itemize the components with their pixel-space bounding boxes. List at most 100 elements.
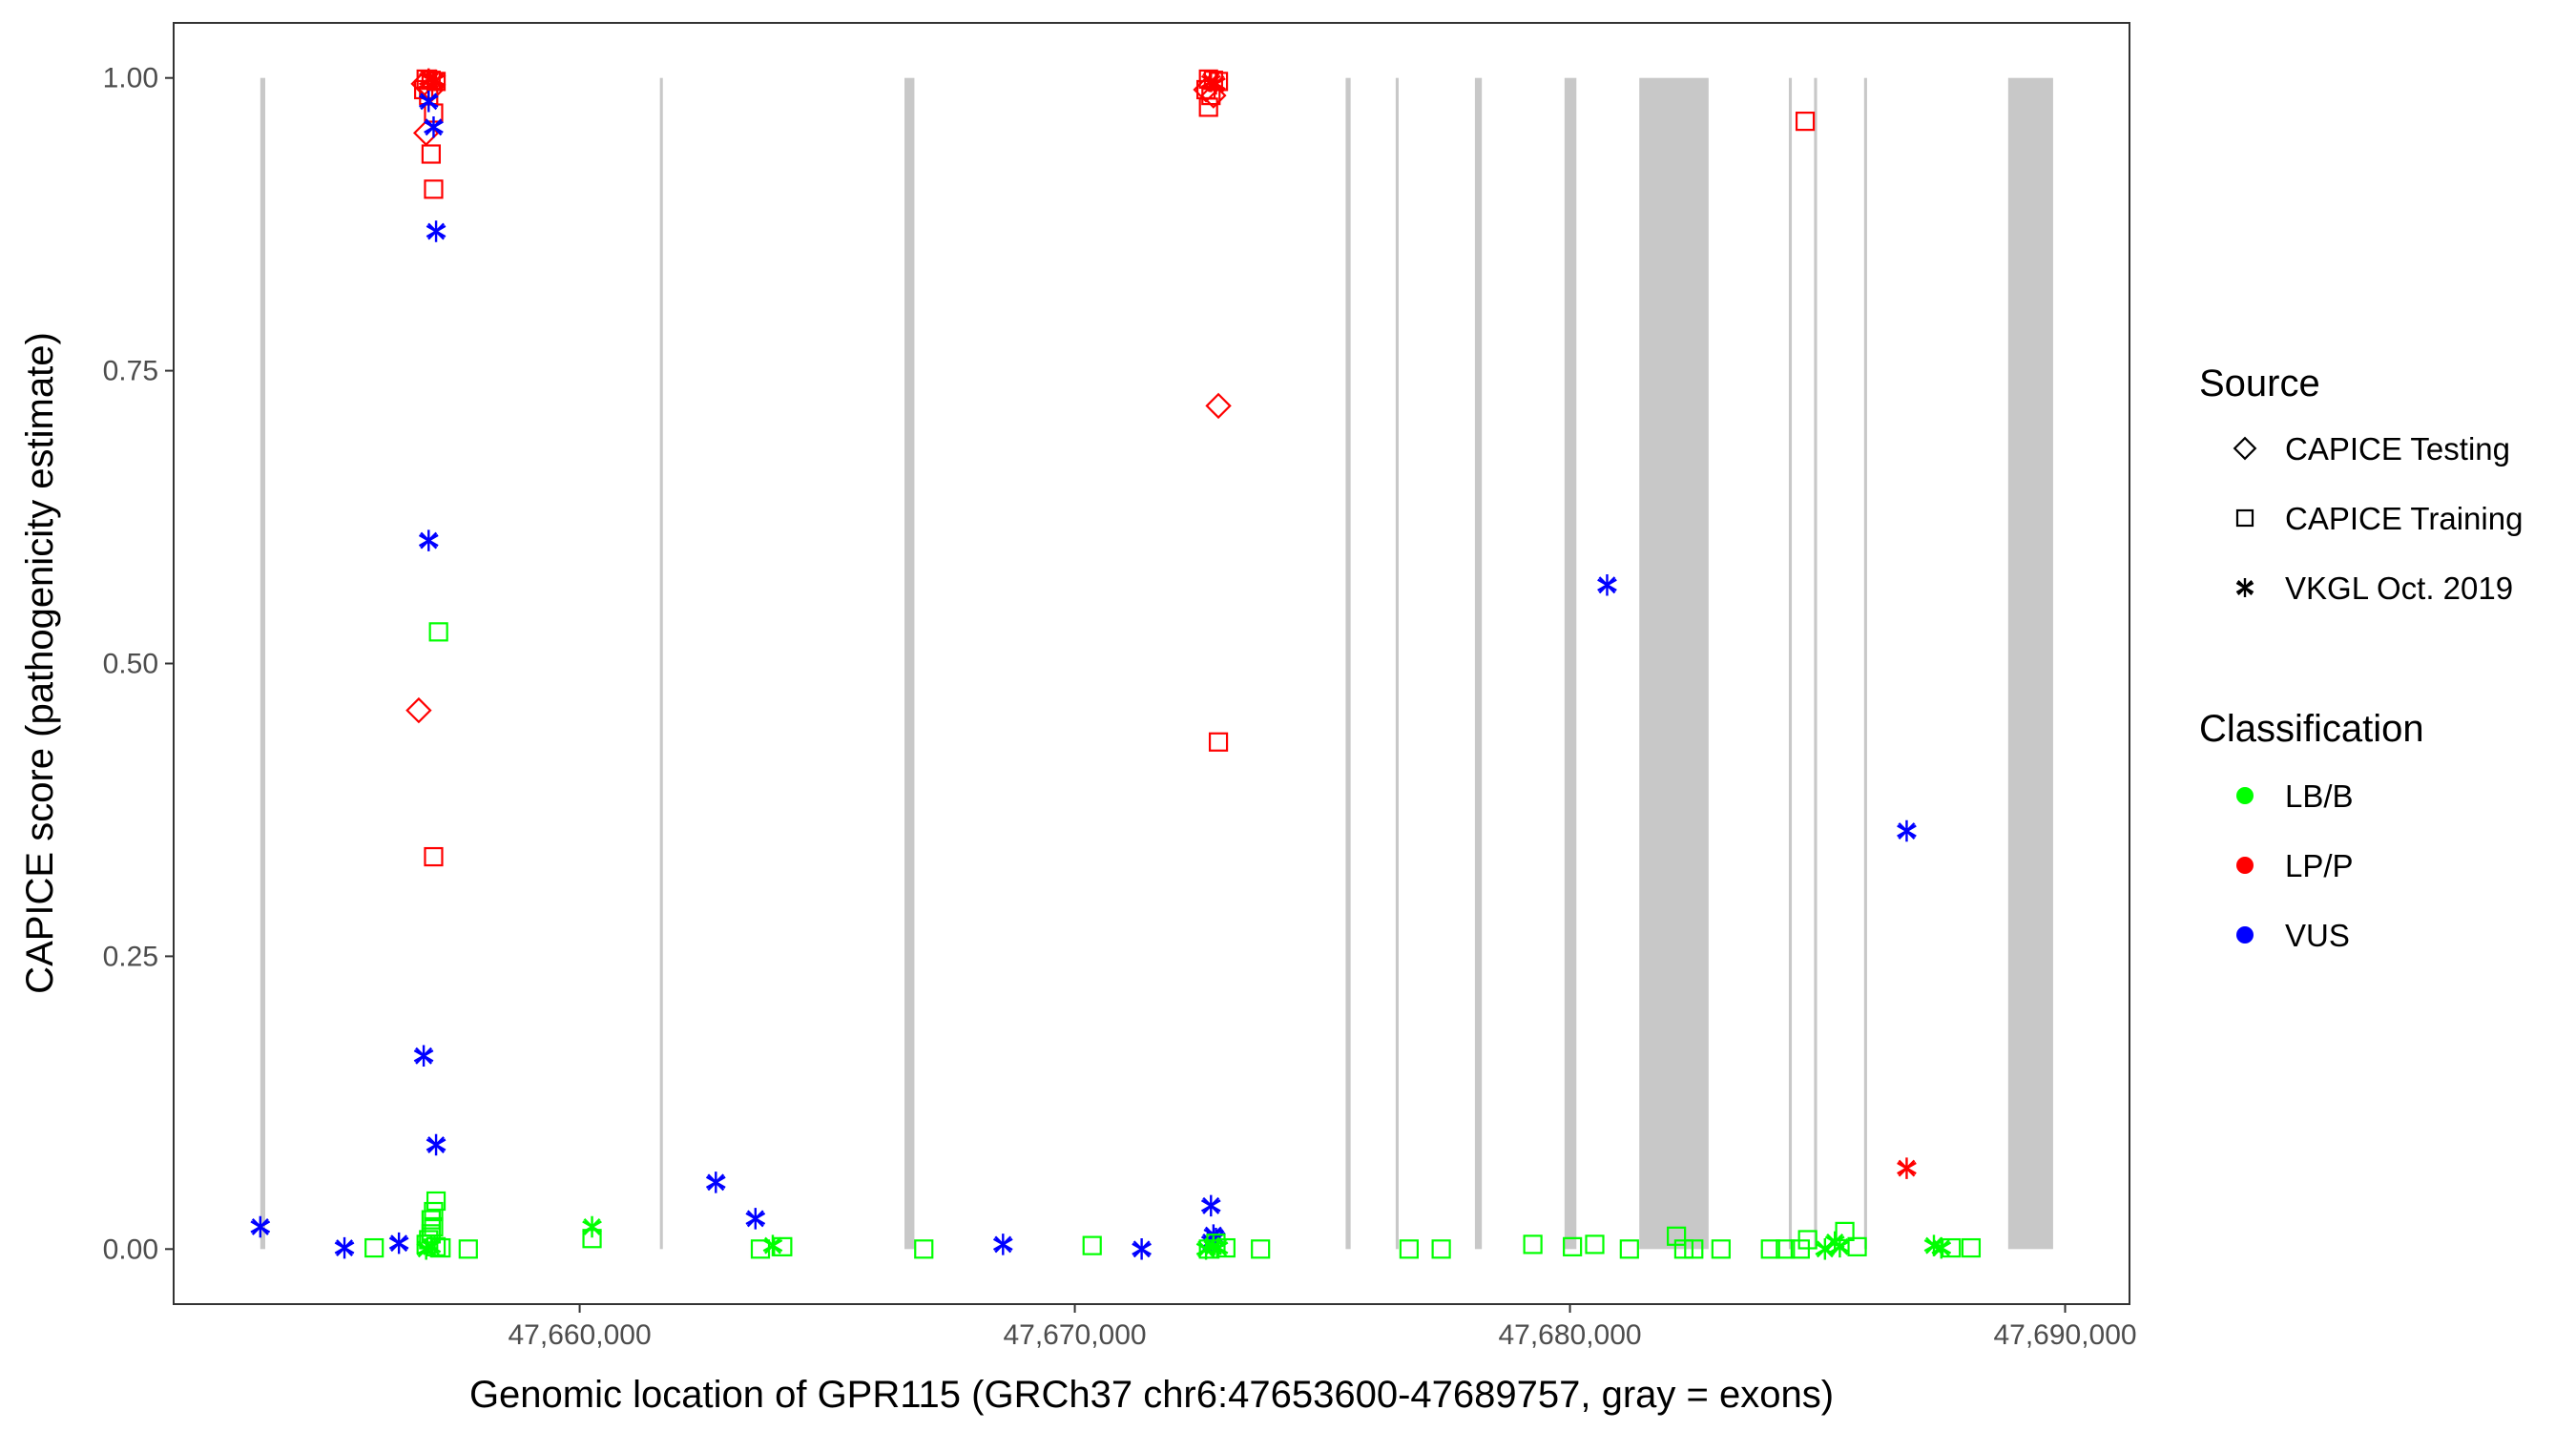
data-point [1795,112,1816,132]
data-point [1597,574,1617,596]
exon-band [1639,77,1709,1250]
data-point [1399,1239,1419,1259]
data-point [364,1237,384,1258]
exon-bands [260,77,2053,1250]
data-point [1760,1239,1780,1259]
data-points [250,68,1982,1260]
data-point [1206,1234,1226,1254]
legend-label-classification: LB/B [2285,778,2354,814]
legend: Source Classification CAPICE Testing CAPI… [2199,363,2523,953]
data-point [1897,1157,1917,1179]
legend-key-dot [2236,926,2254,944]
data-point [1203,1235,1224,1258]
data-point [1132,1238,1152,1260]
x-tick-label: 47,660,000 [508,1319,651,1351]
axes: 47,660,000 47,670,000 47,680,000 47,690,000… [103,63,2137,1351]
data-point [914,1239,934,1259]
data-point [405,696,432,724]
data-point [773,1236,793,1256]
data-point [1835,1221,1855,1241]
data-point [1200,82,1227,109]
data-point [421,144,441,164]
data-point [1251,1239,1271,1259]
data-point [1431,1239,1451,1259]
plot-panel-border [173,22,2130,1305]
data-point [1897,819,1917,842]
legend-label-source: CAPICE Testing [2285,431,2510,467]
data-point [1667,1226,1687,1246]
data-point [426,1236,447,1256]
data-point [1205,392,1232,420]
exon-band [1788,77,1793,1250]
data-point [418,529,439,551]
data-point [431,1237,451,1258]
data-point [458,1239,478,1259]
x-tick-label: 47,680,000 [1498,1319,1641,1351]
data-point [1195,1238,1216,1260]
legend-label-source: VKGL Oct. 2019 [2285,570,2513,606]
data-point [1200,1194,1221,1217]
legend-label-source: CAPICE Training [2285,501,2523,536]
data-point [426,220,447,242]
x-axis-title: Genomic location of GPR115 (GRCh37 chr6:… [469,1374,1834,1416]
data-point [1206,1228,1226,1250]
y-tick-label: 0.00 [103,1234,158,1265]
data-point [1797,1230,1818,1250]
exon-band [260,77,266,1250]
legend-title-source: Source [2199,363,2320,404]
data-point [1619,1239,1639,1259]
y-tick-label: 0.50 [103,649,158,680]
legend-key-square [2235,508,2254,528]
data-point [426,1133,447,1156]
exon-band [1814,77,1818,1250]
data-point [428,622,448,642]
data-point [1711,1239,1731,1259]
exon-band [1395,77,1399,1250]
legend-label-classification: LP/P [2285,848,2354,883]
y-tick-label: 1.00 [103,63,158,94]
y-tick-label: 0.25 [103,941,158,972]
exon-band [659,77,663,1250]
x-tick-label: 47,670,000 [1003,1319,1146,1351]
data-point [421,1210,441,1230]
data-point [1208,1236,1229,1259]
data-point [418,68,439,91]
y-tick-label: 0.75 [103,356,158,387]
data-point [424,846,444,867]
data-point [1847,1236,1867,1256]
data-point [1931,1236,1952,1259]
data-point [426,69,447,92]
data-point [1563,1236,1583,1256]
data-point [421,1224,441,1244]
legend-label-classification: VUS [2285,918,2350,953]
data-point [250,1215,271,1238]
data-point [1673,1239,1694,1259]
data-point [745,1208,766,1230]
exon-band [1564,77,1577,1250]
data-point [1208,732,1229,752]
data-point [1684,1239,1704,1259]
data-point [582,1215,602,1238]
data-point [1206,73,1226,95]
exon-band [1345,77,1351,1250]
data-point [424,116,444,138]
data-point [1942,1237,1962,1258]
data-point [1830,1235,1850,1258]
legend-title-classification: Classification [2199,708,2424,750]
exon-band [904,77,915,1250]
data-point [1815,1238,1836,1260]
exon-band [1863,77,1867,1250]
legend-key-dot [2236,787,2254,804]
data-point [1082,1235,1102,1255]
exon-band [1474,77,1483,1250]
legend-key-star [2235,578,2254,597]
data-point [416,1234,436,1255]
x-tick-label: 47,690,000 [1993,1319,2136,1351]
data-point [418,90,439,113]
data-point [1776,1239,1796,1259]
data-point [762,1234,783,1256]
data-point [334,1236,355,1259]
data-point [582,1229,602,1249]
data-point [1961,1237,1982,1258]
